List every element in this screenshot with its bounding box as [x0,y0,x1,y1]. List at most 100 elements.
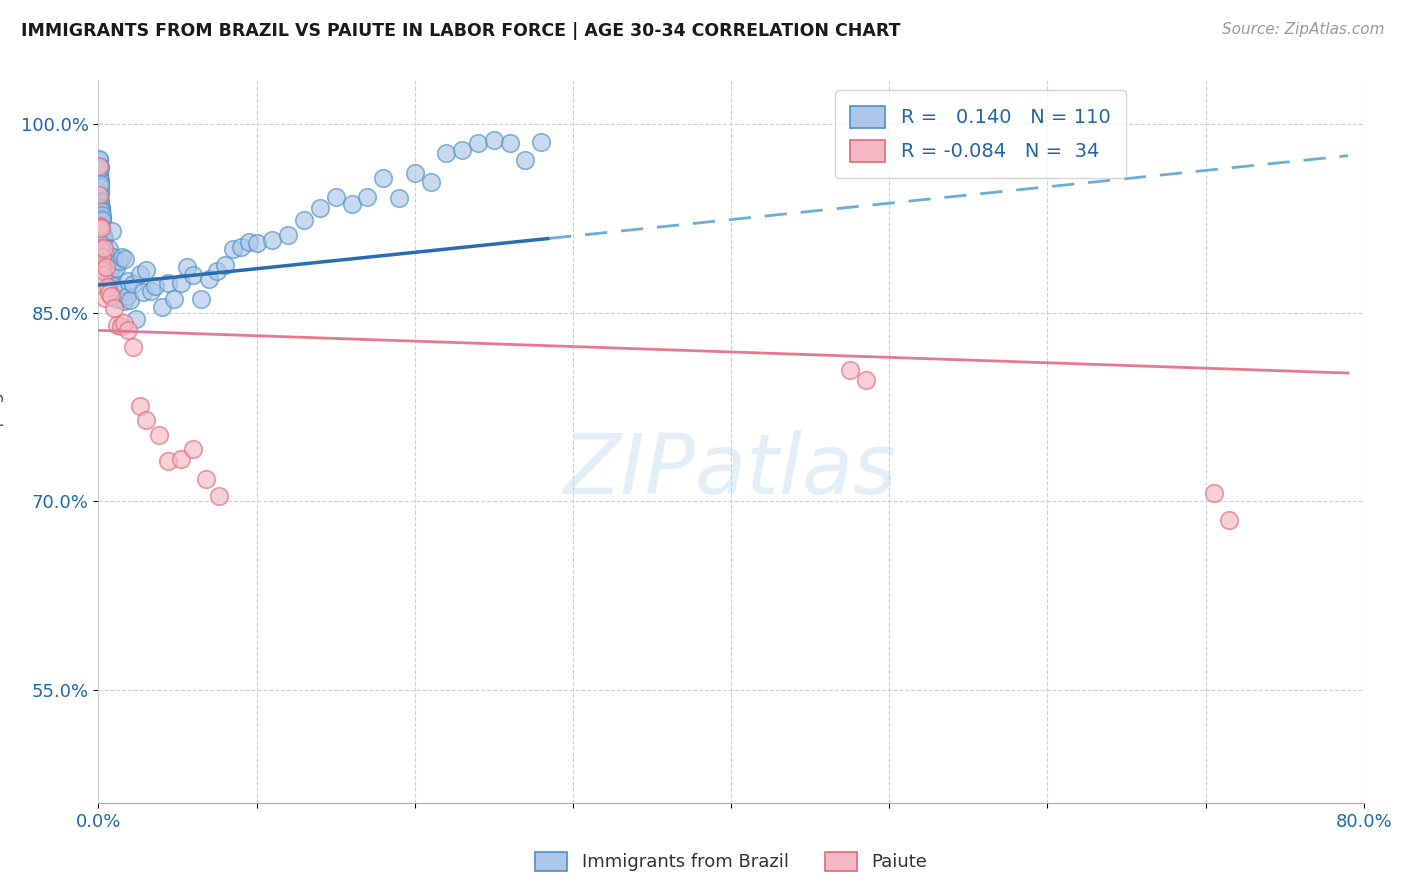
Point [93,263,117,277]
Point [122,277,145,291]
Y-axis label: In Labor Force | Age 30-34: In Labor Force | Age 30-34 [0,322,4,561]
Point [91,232,114,246]
Point [90,200,112,214]
Point [125,311,148,326]
Point [148,428,170,442]
Point [94,247,117,261]
Point [89,241,111,255]
Point [87,169,110,183]
Point [103,301,125,315]
Point [115,289,138,303]
Point [838,363,860,377]
Point [91,234,114,248]
Point [515,153,537,167]
Legend: Immigrants from Brazil, Paiute: Immigrants from Brazil, Paiute [527,845,935,879]
Point [325,189,347,203]
Point [96,260,118,274]
Point [89,152,111,166]
Point [93,241,115,255]
Point [262,233,284,247]
Point [498,136,520,151]
Point [93,231,115,245]
Point [89,161,111,175]
Point [101,224,124,238]
Point [371,171,394,186]
Point [91,245,114,260]
Point [114,252,136,266]
Point [94,245,117,260]
Point [128,399,150,413]
Point [214,258,236,272]
Point [93,265,115,279]
Point [482,133,505,147]
Point [145,279,166,293]
Point [103,279,125,293]
Point [90,211,112,225]
Point [100,260,122,275]
Point [98,285,121,300]
Point [530,135,553,149]
Point [157,277,180,291]
Point [292,213,315,227]
Point [89,180,111,194]
Point [277,227,299,242]
Point [107,318,129,333]
Point [90,217,112,231]
Point [222,242,245,256]
Text: IMMIGRANTS FROM BRAZIL VS PAIUTE IN LABOR FORCE | AGE 30-34 CORRELATION CHART: IMMIGRANTS FROM BRAZIL VS PAIUTE IN LABO… [21,22,901,40]
Point [132,285,155,300]
Point [89,211,111,225]
Point [89,153,111,168]
Point [90,208,112,222]
Point [91,237,114,252]
Point [436,146,458,161]
Point [90,209,112,223]
Point [91,263,114,277]
Point [90,203,112,218]
Point [90,234,112,248]
Point [97,261,120,276]
Point [101,265,124,279]
Point [135,262,157,277]
Point [183,442,205,456]
Point [246,235,269,250]
Point [90,221,112,235]
Point [90,202,112,216]
Point [104,260,127,275]
Point [97,280,120,294]
Point [90,204,112,219]
Point [107,292,129,306]
Point [176,260,198,275]
Point [208,489,231,503]
Point [89,194,111,209]
Point [90,250,112,264]
Point [89,220,111,235]
Point [117,274,139,288]
Point [194,472,218,486]
Point [89,178,111,192]
Point [89,219,111,233]
Point [198,272,221,286]
Point [128,267,150,281]
Point [90,220,112,235]
Point [135,413,157,427]
Text: ZIPatlas: ZIPatlas [564,430,898,511]
Point [117,323,139,337]
Point [89,187,111,202]
Point [90,222,112,236]
Point [89,195,111,210]
Point [169,276,191,290]
Text: Source: ZipAtlas.com: Source: ZipAtlas.com [1222,22,1385,37]
Point [103,250,125,264]
Point [91,228,114,243]
Point [98,264,121,278]
Point [89,173,111,187]
Point [90,211,112,225]
Point [139,284,162,298]
Point [855,373,877,387]
Point [110,319,132,334]
Point [93,231,115,245]
Point [96,246,118,260]
Point [96,264,118,278]
Point [94,252,117,267]
